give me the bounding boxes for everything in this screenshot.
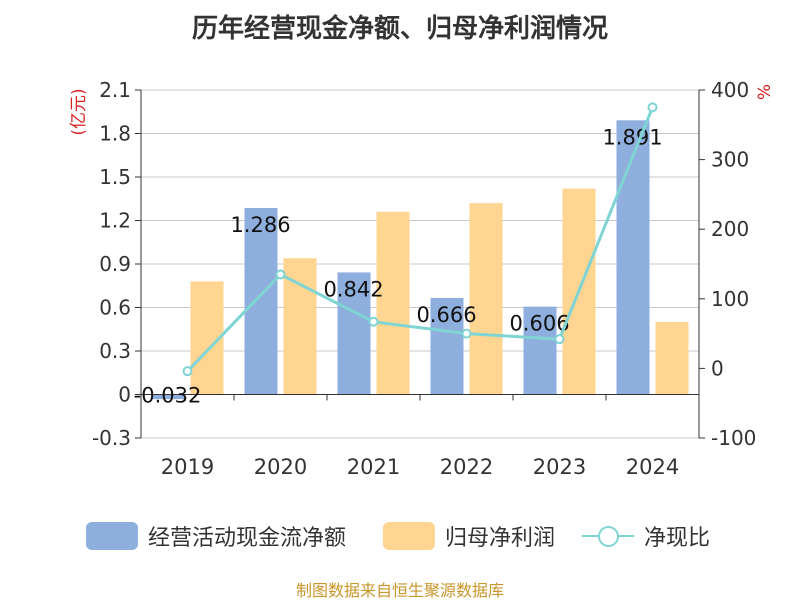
point-cash-ratio xyxy=(554,334,565,345)
source-note: 制图数据来自恒生聚源数据库 xyxy=(295,581,504,600)
bar-net-profit xyxy=(655,322,689,395)
right-tick-label: 0 xyxy=(711,356,724,380)
bar-cashflow xyxy=(244,208,278,395)
x-tick-label: 2019 xyxy=(161,455,214,479)
data-label-cashflow: 0.666 xyxy=(416,303,476,327)
left-tick-label: -0.3 xyxy=(92,426,131,450)
legend-label-cash-ratio: 净现比 xyxy=(644,526,711,551)
x-tick-label: 2020 xyxy=(254,455,307,479)
data-label-cashflow: 0.606 xyxy=(509,312,569,336)
data-label-cashflow: 1.286 xyxy=(230,213,290,237)
data-label-cashflow: 1.891 xyxy=(602,125,662,149)
point-cash-ratio xyxy=(182,366,193,377)
legend-item-net-profit[interactable]: 归母净利润 xyxy=(383,516,555,556)
point-cash-ratio xyxy=(368,316,379,327)
legend: 经营活动现金流净额 归母净利润 净现比 xyxy=(0,516,800,556)
legend-item-cashflow[interactable]: 经营活动现金流净额 xyxy=(86,516,346,556)
left-tick-label: 1.8 xyxy=(99,122,131,146)
point-cash-ratio xyxy=(647,102,658,113)
x-tick-label: 2022 xyxy=(440,455,493,479)
right-tick-label: 100 xyxy=(711,287,749,311)
line-cash-ratio xyxy=(186,106,654,373)
right-tick-label: 200 xyxy=(711,217,749,241)
left-tick-label: 0.6 xyxy=(99,296,131,320)
bar-cashflow xyxy=(523,306,557,395)
right-tick-label: 400 xyxy=(711,78,749,102)
left-tick-label: 1.5 xyxy=(99,165,131,189)
right-tick-label: 300 xyxy=(711,148,749,172)
x-tick-label: 2021 xyxy=(347,455,400,479)
left-tick-label: 0.3 xyxy=(99,339,131,363)
right-tick-label: -100 xyxy=(711,426,756,450)
x-tick-label: 2024 xyxy=(626,455,679,479)
left-tick-label: 0.9 xyxy=(99,252,131,276)
chart-canvas: -0.3 0 0.3 0.6 0.9 1.2 1.5 1.8 2.1 -100 0 100 200 300… xyxy=(69,78,775,479)
legend-swatch-net-profit xyxy=(383,522,435,550)
right-axis-unit-label: % xyxy=(755,84,775,100)
bar-cashflow xyxy=(337,272,371,395)
legend-label-cashflow: 经营活动现金流净额 xyxy=(148,526,347,551)
bar-cashflow xyxy=(616,120,650,395)
legend-line-marker-icon xyxy=(582,522,634,550)
x-tick-label: 2023 xyxy=(533,455,586,479)
chart-title: 历年经营现金净额、归母净利润情况 xyxy=(191,14,608,44)
left-tick-label: 2.1 xyxy=(99,78,131,102)
point-cash-ratio xyxy=(275,269,286,280)
legend-item-cash-ratio[interactable]: 净现比 xyxy=(582,516,710,556)
bar-net-profit xyxy=(469,203,503,395)
left-tick-label: 1.2 xyxy=(99,209,131,233)
left-tick-label: 0 xyxy=(118,383,131,407)
data-label-cashflow: 0.842 xyxy=(323,277,383,301)
data-label-cashflow: -0.032 xyxy=(134,384,202,408)
bar-net-profit xyxy=(283,258,317,395)
left-axis-unit-label: (亿元) xyxy=(69,88,89,135)
bar-cashflow xyxy=(430,297,464,395)
point-cash-ratio xyxy=(461,328,472,339)
bar-cashflow xyxy=(151,394,185,400)
legend-label-net-profit: 归母净利润 xyxy=(445,526,556,551)
legend-swatch-cashflow xyxy=(86,522,138,550)
bar-net-profit xyxy=(376,211,410,395)
